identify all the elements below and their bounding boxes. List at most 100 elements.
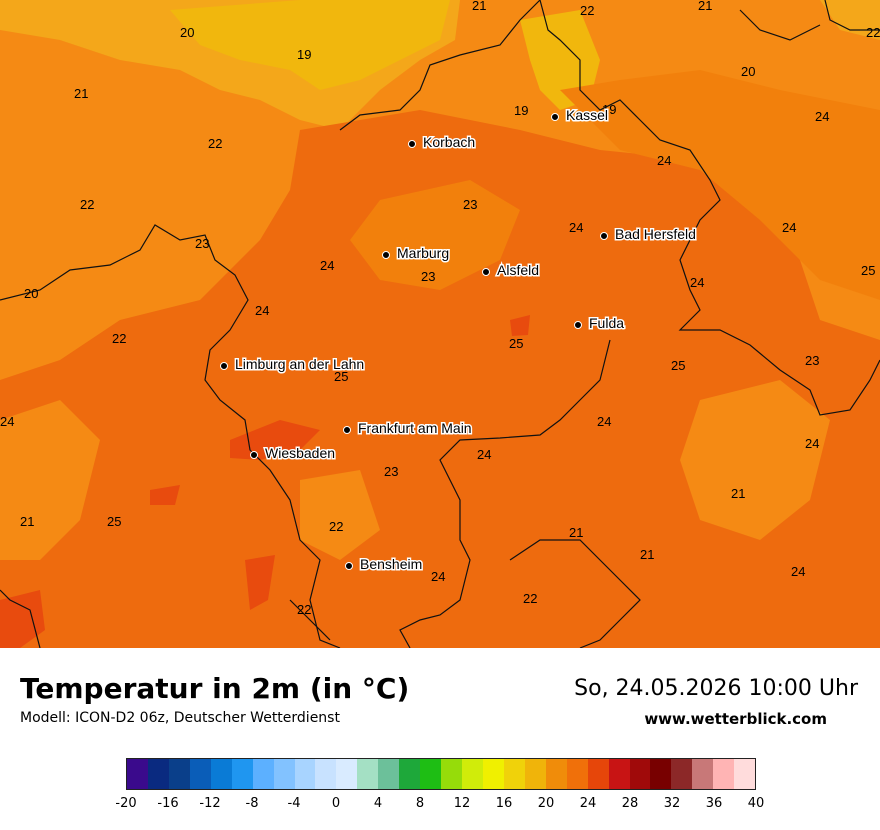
city-fulda: Fulda [574,314,626,333]
svg-text:22: 22 [329,519,343,534]
color-scale-swatch [608,759,630,789]
svg-text:Wiesbaden: Wiesbaden [265,445,335,461]
svg-text:23: 23 [463,197,477,212]
region-hot-small [150,485,180,505]
svg-text:22: 22 [523,591,537,606]
svg-text:22: 22 [866,25,880,40]
temperature-map: 20 21 22 21 19 21 22 19 19 24 22 23 22 2… [0,0,880,648]
svg-text:19: 19 [297,47,311,62]
model-info: Modell: ICON-D2 06z, Deutscher Wetterdie… [20,710,340,726]
color-scale-swatch [252,759,274,789]
region-coolest [170,0,450,90]
svg-text:22: 22 [112,331,126,346]
svg-text:24: 24 [569,220,583,235]
color-scale-tick: -8 [245,796,259,811]
svg-text:24: 24 [690,275,704,290]
color-scale-swatch [231,759,253,789]
region-hot-south [245,555,275,610]
state-borders [0,0,880,648]
city-bad-hersfeld: Bad Hersfeld [600,225,697,244]
svg-text:Bad Hersfeld: Bad Hersfeld [615,226,696,242]
color-scale-tick: 8 [415,796,425,811]
color-scale-tick: -12 [199,796,221,811]
svg-text:19: 19 [514,103,528,118]
color-scale-tick: -4 [287,796,301,811]
color-scale-bar [126,758,756,790]
color-scale-swatch [357,759,379,789]
color-scale-swatch [147,759,169,789]
region-hot-sw [0,590,45,648]
svg-text:21: 21 [74,86,88,101]
svg-text:Limburg an der Lahn: Limburg an der Lahn [235,356,364,372]
svg-text:21: 21 [640,547,654,562]
color-scale-swatch [629,759,651,789]
region-south-mid [300,470,380,560]
svg-text:21: 21 [569,525,583,540]
city-wiesbaden: Wiesbaden [250,444,337,463]
city-alsfeld: Alsfeld [482,261,541,280]
svg-text:25: 25 [334,369,348,384]
region-west-mid [0,400,100,560]
color-scale-swatch [441,759,462,789]
color-scale-tick: 32 [663,796,681,811]
color-scale-swatch [210,759,232,789]
svg-text:22: 22 [297,602,311,617]
svg-text:21: 21 [472,0,486,13]
svg-text:22: 22 [580,3,594,18]
svg-text:24: 24 [597,414,611,429]
color-scale-swatch [420,759,442,789]
color-scale-swatch [294,759,316,789]
color-scale-swatch [273,759,295,789]
svg-text:21: 21 [698,0,712,13]
svg-text:24: 24 [657,153,671,168]
svg-text:24: 24 [815,109,829,124]
city-markers: Kassel Korbach Bad Hersfeld Marburg Alsf… [220,106,697,574]
svg-text:24: 24 [320,258,334,273]
svg-text:22: 22 [80,197,94,212]
color-scale-tick: 4 [373,796,383,811]
svg-text:21: 21 [20,514,34,529]
city-bensheim: Bensheim [345,555,424,574]
region-central-mid [350,180,520,290]
color-scale-tick: 24 [579,796,597,811]
color-scale-swatch [189,759,211,789]
svg-text:25: 25 [107,514,121,529]
color-scale-swatch [378,759,400,789]
color-scale-swatch [545,759,567,789]
svg-text:Fulda: Fulda [589,315,624,331]
svg-text:23: 23 [195,236,209,251]
region-warm [0,110,880,648]
region-se-mid [680,380,830,540]
website-link[interactable]: www.wetterblick.com [644,710,827,728]
map-title: Temperatur in 2m (in °C) [20,672,410,705]
color-scale-tick: 0 [331,796,341,811]
svg-text:24: 24 [791,564,805,579]
city-kassel: Kassel [551,106,610,125]
color-scale-tick: 12 [453,796,471,811]
color-scale-swatch [315,759,337,789]
region-hot-center [510,315,530,336]
svg-text:24: 24 [805,436,819,451]
region-ne-mid [560,70,880,300]
color-scale-tick: 28 [621,796,639,811]
svg-text:24: 24 [0,414,14,429]
svg-text:25: 25 [671,358,685,373]
color-scale-ticks: -20 -16 -12 -8 -4 0 4 8 12 16 20 24 28 32 36 40 [115,796,764,816]
color-scale-swatch [692,759,714,789]
svg-text:24: 24 [431,569,445,584]
svg-text:Korbach: Korbach [423,134,475,150]
svg-text:Frankfurt am Main: Frankfurt am Main [358,420,472,436]
svg-text:25: 25 [861,263,875,278]
svg-text:20: 20 [741,64,755,79]
color-scale-swatch [734,759,756,789]
svg-text:21: 21 [731,486,745,501]
city-frankfurt: Frankfurt am Main [343,419,473,438]
color-scale-swatch [650,759,672,789]
city-limburg: Limburg an der Lahn [220,355,366,374]
svg-text:23: 23 [805,353,819,368]
color-scale-swatch [671,759,693,789]
color-scale-swatch [127,759,148,789]
color-scale-swatch [566,759,588,789]
svg-text:Marburg: Marburg [397,245,449,261]
svg-text:24: 24 [782,220,796,235]
